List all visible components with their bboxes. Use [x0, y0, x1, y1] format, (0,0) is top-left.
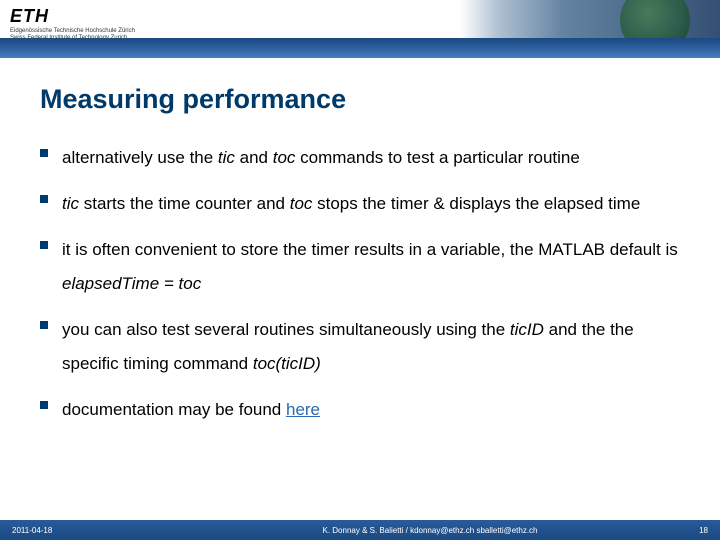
text-segment: starts the time counter and	[79, 194, 290, 213]
text-segment: tic	[218, 148, 235, 167]
footer-page-number: 18	[660, 526, 720, 535]
bullet-item: alternatively use the tic and toc comman…	[40, 141, 680, 175]
bullet-marker-icon	[40, 241, 48, 249]
text-segment: commands to test a particular routine	[295, 148, 579, 167]
bullet-item: documentation may be found here	[40, 393, 680, 427]
footer-date: 2011-04-18	[0, 526, 200, 535]
text-segment: stops the timer & displays the elapsed t…	[312, 194, 640, 213]
text-segment: tic	[62, 194, 79, 213]
slide-header: ETH Eidgenössische Technische Hochschule…	[0, 0, 720, 58]
slide-footer: 2011-04-18 K. Donnay & S. Balietti / kdo…	[0, 520, 720, 540]
text-segment: toc	[273, 148, 296, 167]
bullet-text: tic starts the time counter and toc stop…	[62, 187, 640, 221]
bullet-item: it is often convenient to store the time…	[40, 233, 680, 301]
bullet-text: alternatively use the tic and toc comman…	[62, 141, 580, 175]
doc-link[interactable]: here	[286, 400, 320, 419]
bullet-marker-icon	[40, 321, 48, 329]
text-segment: and	[235, 148, 273, 167]
bullet-marker-icon	[40, 195, 48, 203]
bullet-text: documentation may be found here	[62, 393, 320, 427]
content-area: alternatively use the tic and toc comman…	[0, 133, 720, 427]
text-segment: ticID	[510, 320, 544, 339]
text-segment: elapsedTime = toc	[62, 274, 201, 293]
text-segment: it is often convenient to store the time…	[62, 240, 678, 259]
bullet-text: it is often convenient to store the time…	[62, 233, 680, 301]
bullet-marker-icon	[40, 401, 48, 409]
bullet-marker-icon	[40, 149, 48, 157]
text-segment: documentation may be found	[62, 400, 286, 419]
footer-authors: K. Donnay & S. Balietti / kdonnay@ethz.c…	[200, 526, 660, 535]
text-segment: toc	[290, 194, 313, 213]
bullet-item: you can also test several routines simul…	[40, 313, 680, 381]
title-area: Measuring performance	[0, 58, 720, 133]
text-segment: you can also test several routines simul…	[62, 320, 510, 339]
text-segment: toc(ticID)	[253, 354, 321, 373]
text-segment: alternatively use the	[62, 148, 218, 167]
bullet-text: you can also test several routines simul…	[62, 313, 680, 381]
header-band	[0, 38, 720, 58]
bullet-item: tic starts the time counter and toc stop…	[40, 187, 680, 221]
page-title: Measuring performance	[40, 84, 680, 115]
